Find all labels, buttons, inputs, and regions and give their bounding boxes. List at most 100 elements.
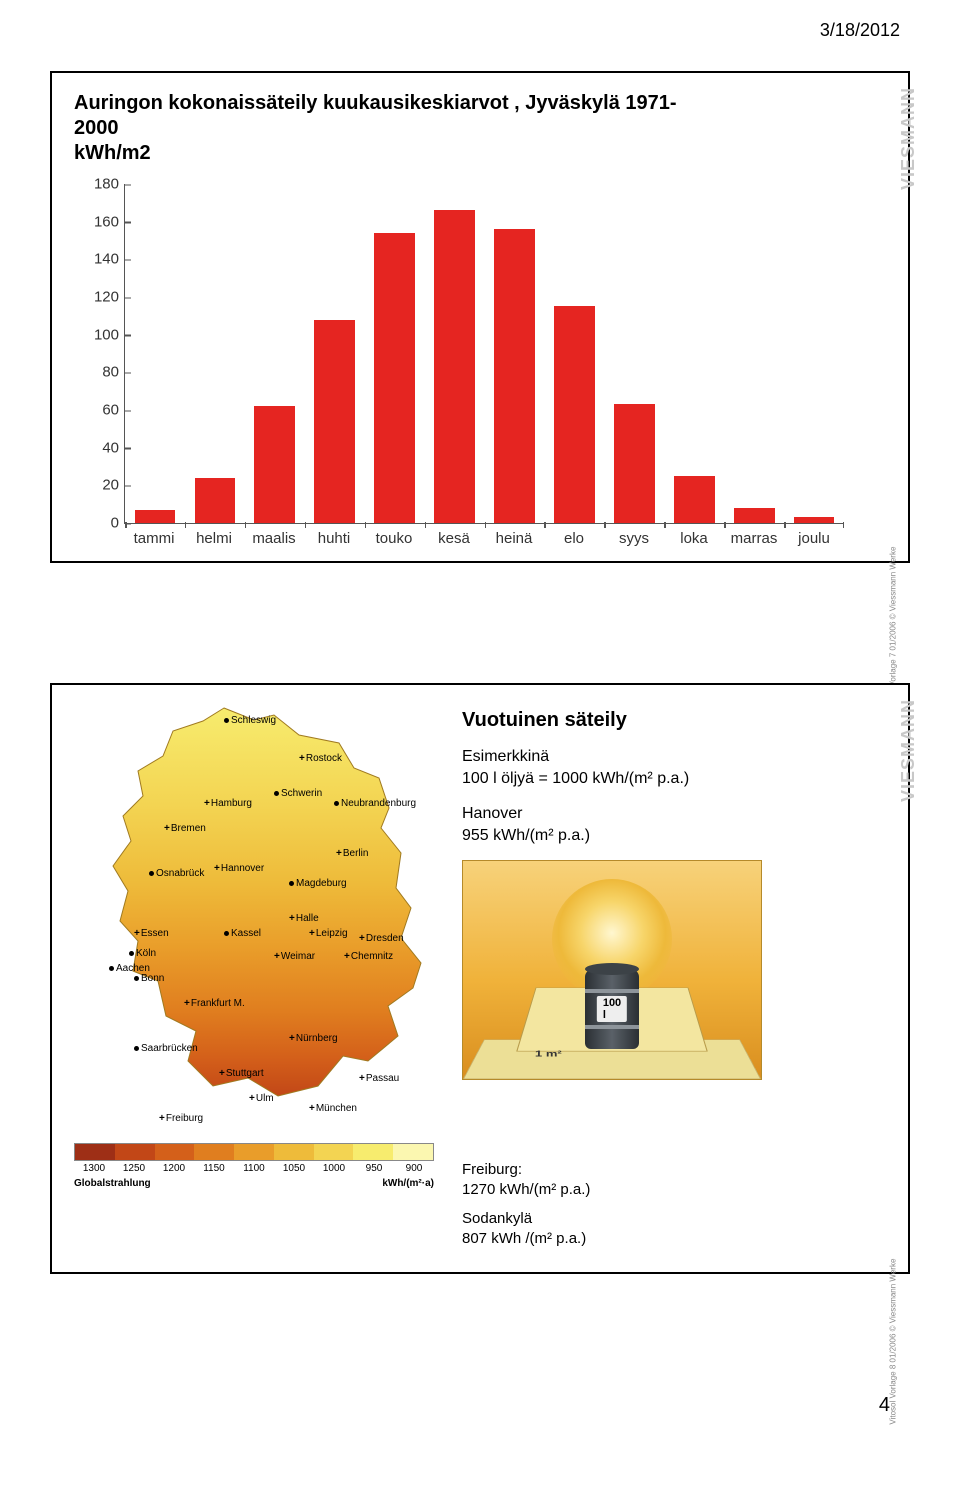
slide-map: VIESMANN <box>50 683 910 1274</box>
map-city-label: +Hannover <box>214 863 264 874</box>
sodankyla-l2: 807 kWh /(m² p.a.) <box>462 1230 586 1247</box>
bar <box>674 476 715 523</box>
map-city-label: +Halle <box>289 913 319 924</box>
legend-tick: 1050 <box>274 1163 314 1174</box>
map-city-label: +Essen <box>134 928 169 939</box>
legend-left-caption: Globalstrahlung <box>74 1178 151 1189</box>
legend-right-caption: kWh/(m²·a) <box>382 1178 434 1189</box>
slide-bar-chart: VIESMANN Auringon kokonaissäteily kuukau… <box>50 71 910 563</box>
map-city-label: Osnabrück <box>149 868 204 879</box>
y-tick: 20 <box>83 477 119 494</box>
map-city-label: +Bremen <box>164 823 206 834</box>
oil-barrel-icon: 100 l <box>585 969 639 1049</box>
x-label: syys <box>604 530 664 547</box>
hanover-text: Hanover 955 kWh/(m² p.a.) <box>462 803 886 846</box>
bar <box>794 517 835 523</box>
legend-tick: 1150 <box>194 1163 234 1174</box>
bar <box>554 306 595 523</box>
x-label: marras <box>724 530 784 547</box>
tile-label: 1 m² <box>535 1049 562 1059</box>
map-city-label: +Berlin <box>336 848 368 859</box>
bar <box>434 210 475 523</box>
slide1-title-l2: 2000 <box>74 117 119 139</box>
map-city-label: +Nürnberg <box>289 1033 338 1044</box>
bar-chart: 020406080100120140160180 tammihelmimaali… <box>84 184 844 547</box>
slide1-title-l1: Auringon kokonaissäteily kuukausikeskiar… <box>74 92 677 114</box>
legend-swatch <box>155 1144 195 1160</box>
legend-swatch <box>234 1144 274 1160</box>
page-number: 4 <box>40 1394 920 1417</box>
legend-tick: 1200 <box>154 1163 194 1174</box>
map-city-label: +Rostock <box>299 753 342 764</box>
slide2-footer: Vitosol Vorlage 8 01/2006 © Viessmann We… <box>888 1258 898 1424</box>
slide2-heading: Vuotuinen säteily <box>462 709 886 732</box>
y-tick: 80 <box>83 364 119 381</box>
map-city-label: Saarbrücken <box>134 1043 198 1054</box>
legend-tick: 1300 <box>74 1163 114 1174</box>
x-label: elo <box>544 530 604 547</box>
map-legend: 1300125012001150110010501000950900 Globa… <box>74 1143 434 1189</box>
map-city-label: +Hamburg <box>204 798 252 809</box>
slide1-title: Auringon kokonaissäteily kuukausikeskiar… <box>74 91 886 166</box>
map-city-label: +Dresden <box>359 933 404 944</box>
map-city-label: +Freiburg <box>159 1113 203 1124</box>
y-tick: 60 <box>83 402 119 419</box>
legend-swatch <box>115 1144 155 1160</box>
freiburg-l2: 1270 kWh/(m² p.a.) <box>462 1181 590 1198</box>
map-city-label: Bonn <box>134 973 164 984</box>
x-label: joulu <box>784 530 844 547</box>
legend-tick: 1000 <box>314 1163 354 1174</box>
bar <box>135 510 176 523</box>
legend-swatch <box>75 1144 115 1160</box>
map-city-label: +Leipzig <box>309 928 348 939</box>
brand-logo: VIESMANN <box>898 87 919 190</box>
hanover-l2: 955 kWh/(m² p.a.) <box>462 827 590 844</box>
y-tick: 0 <box>83 515 119 532</box>
germany-map: Schleswig +Rostock Schwerin +Hamburg Neubran… <box>74 703 434 1133</box>
freiburg-text: Freiburg: 1270 kWh/(m² p.a.) <box>462 1160 886 1199</box>
barrel-label: 100 l <box>597 996 627 1022</box>
bar <box>314 320 355 523</box>
y-tick: 120 <box>83 289 119 306</box>
sodankyla-text: Sodankylä 807 kWh /(m² p.a.) <box>462 1209 886 1248</box>
y-tick: 180 <box>83 176 119 193</box>
legend-swatch <box>393 1144 433 1160</box>
legend-tick: 1100 <box>234 1163 274 1174</box>
bar <box>734 508 775 523</box>
x-label: huhti <box>304 530 364 547</box>
legend-swatch <box>274 1144 314 1160</box>
map-city-label: +Ulm <box>249 1093 274 1104</box>
y-tick: 160 <box>83 213 119 230</box>
x-label: maalis <box>244 530 304 547</box>
legend-tick: 900 <box>394 1163 434 1174</box>
x-label: tammi <box>124 530 184 547</box>
legend-tick: 950 <box>354 1163 394 1174</box>
map-city-label: Kassel <box>224 928 261 939</box>
brand-logo: VIESMANN <box>898 699 919 802</box>
legend-tick: 1250 <box>114 1163 154 1174</box>
map-city-label: +Stuttgart <box>219 1068 264 1079</box>
y-tick: 140 <box>83 251 119 268</box>
map-city-label: Schleswig <box>224 715 276 726</box>
map-city-label: Magdeburg <box>289 878 347 889</box>
legend-swatch <box>353 1144 393 1160</box>
sodankyla-l1: Sodankylä <box>462 1210 532 1227</box>
freiburg-l1: Freiburg: <box>462 1161 522 1178</box>
map-city-label: +Weimar <box>274 951 315 962</box>
slide1-subtitle: kWh/m2 <box>74 142 151 164</box>
map-city-label: Köln <box>129 948 156 959</box>
y-tick: 40 <box>83 439 119 456</box>
hanover-l1: Hanover <box>462 805 522 822</box>
x-label: loka <box>664 530 724 547</box>
map-city-label: Schwerin <box>274 788 322 799</box>
x-label: touko <box>364 530 424 547</box>
x-label: kesä <box>424 530 484 547</box>
map-city-label: +München <box>309 1103 357 1114</box>
legend-swatch <box>314 1144 354 1160</box>
bar <box>254 406 295 523</box>
map-city-label: Neubrandenburg <box>334 798 416 809</box>
map-city-label: +Frankfurt M. <box>184 998 245 1009</box>
x-label: heinä <box>484 530 544 547</box>
example-text: Esimerkkinä 100 l öljyä = 1000 kWh/(m² p… <box>462 746 886 789</box>
barrel-illustration: 1 m² 100 l <box>462 860 762 1080</box>
